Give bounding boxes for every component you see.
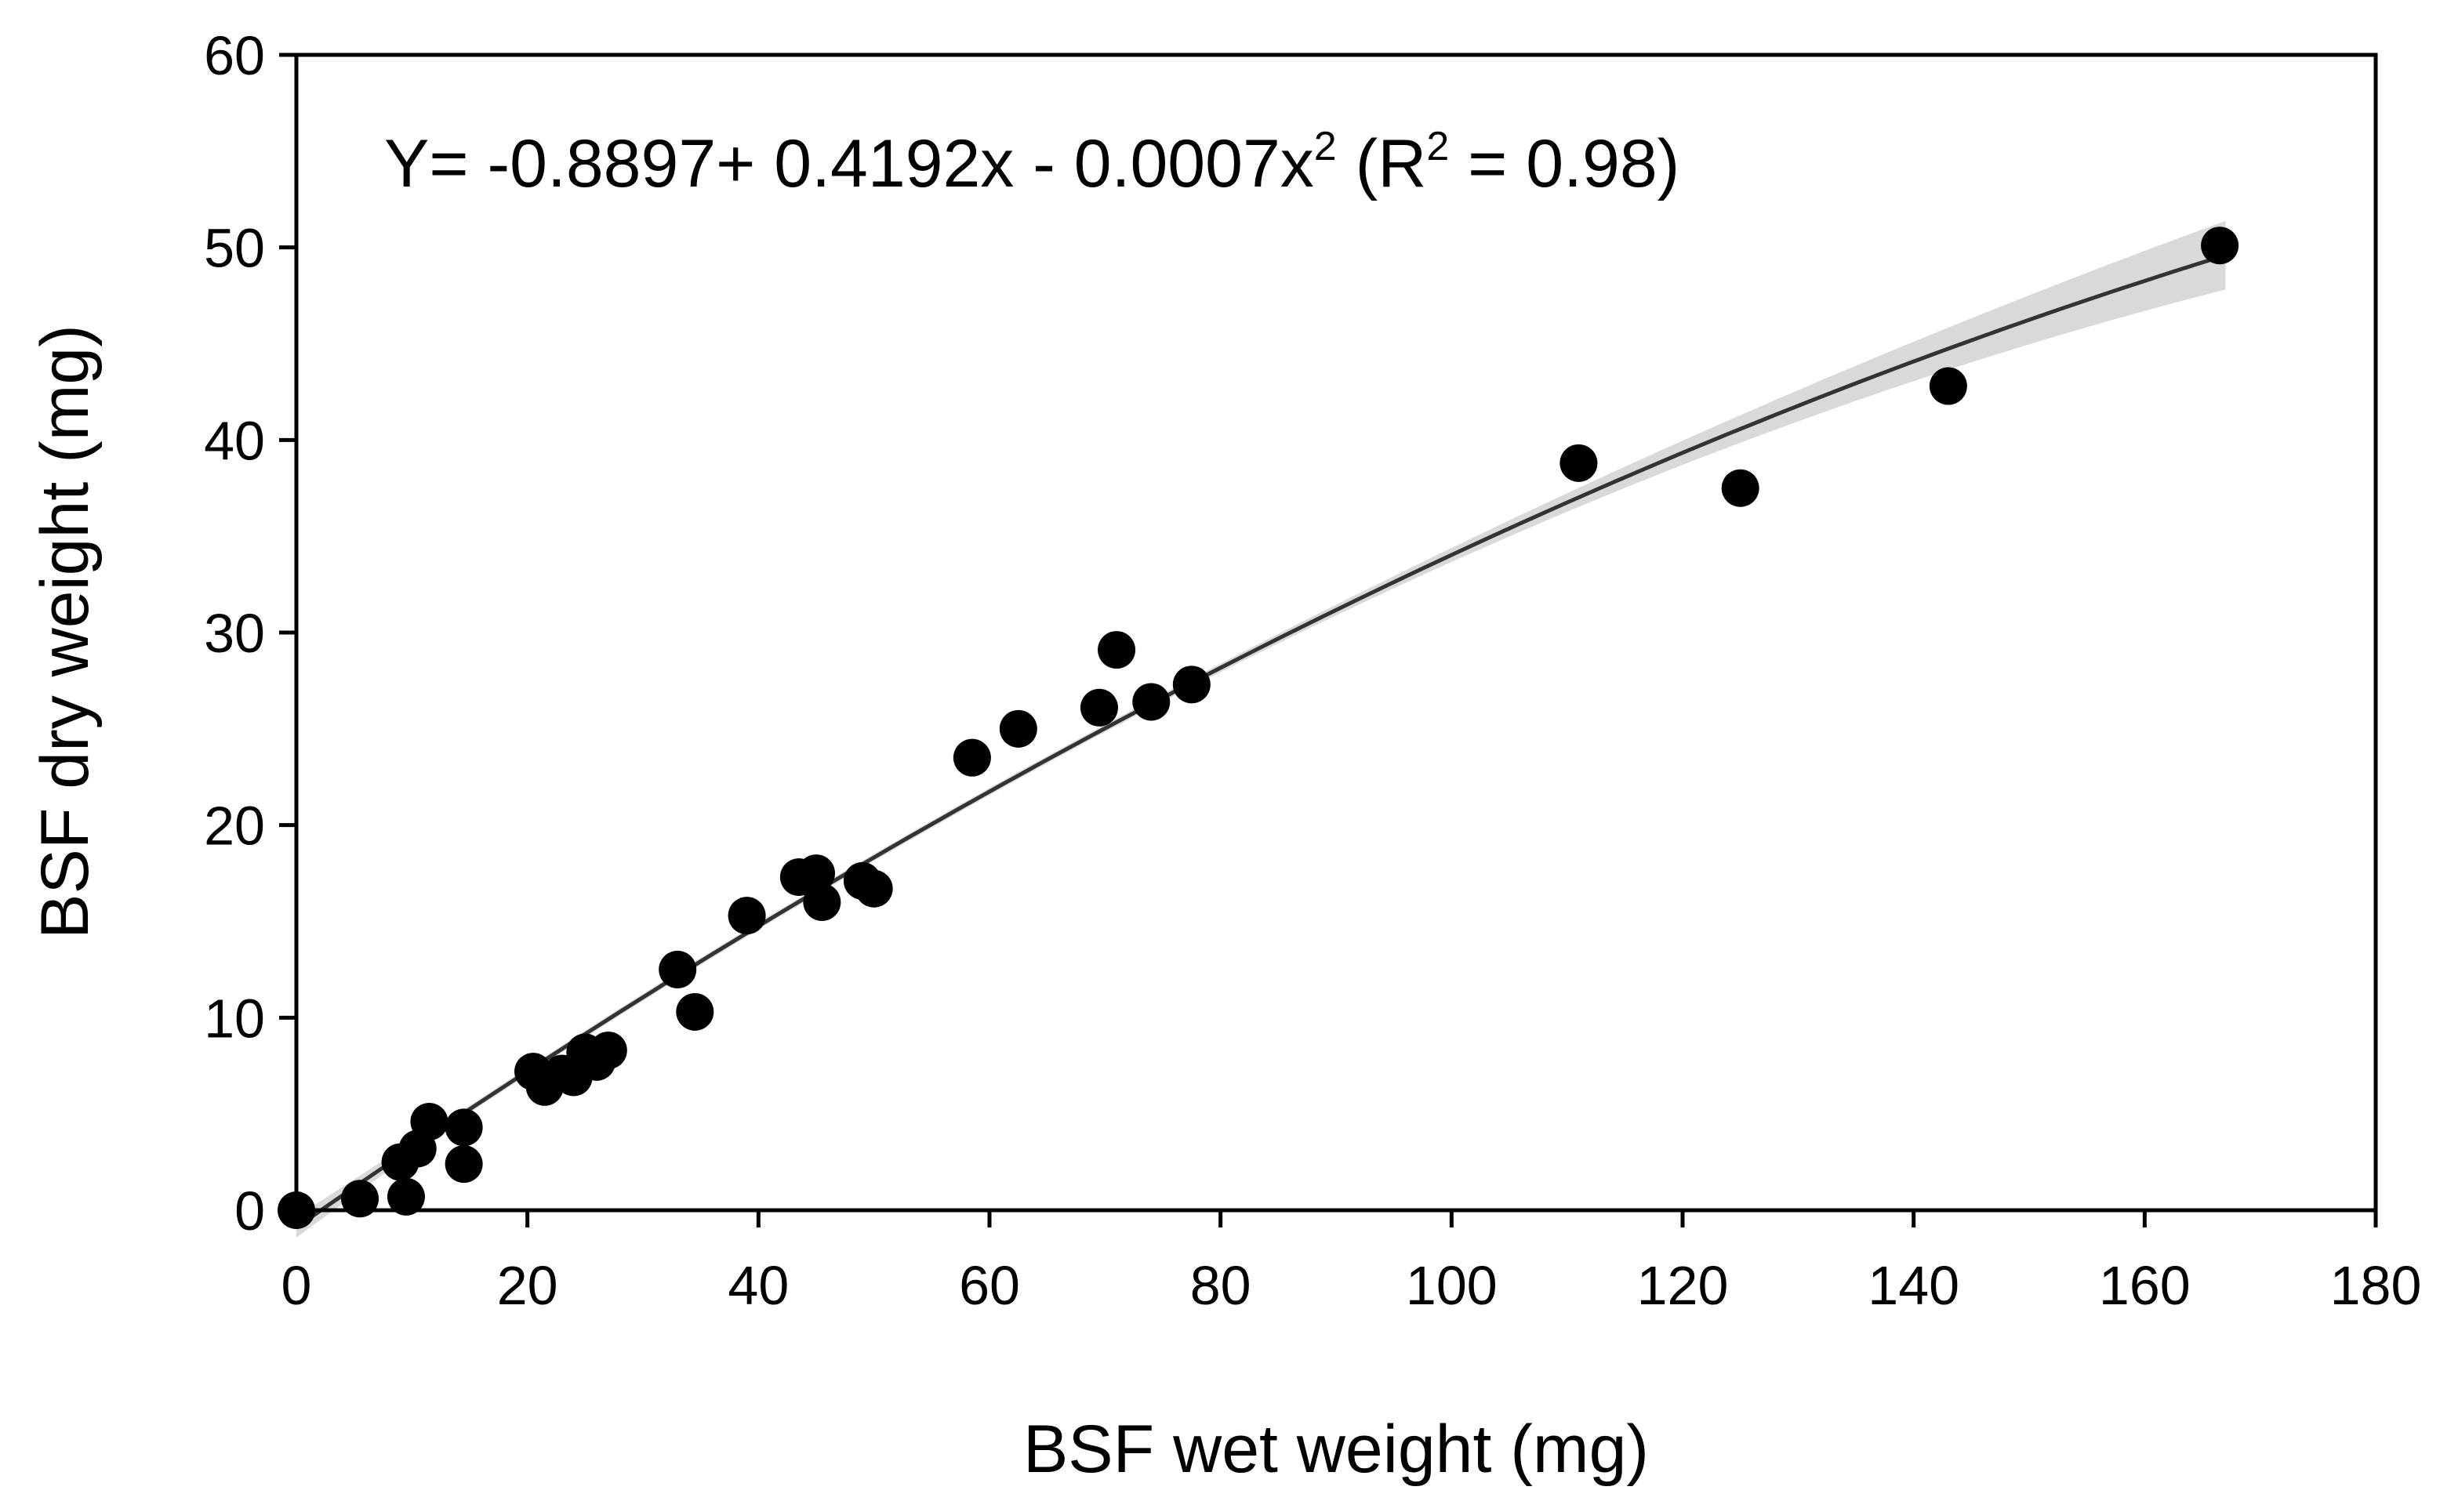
y-axis: 0 10 20 30 40 50 60 <box>204 25 296 1242</box>
x-tick-label: 20 <box>497 1255 558 1316</box>
y-tick-label: 20 <box>204 796 265 857</box>
data-point <box>2201 227 2239 265</box>
data-point <box>445 1108 483 1147</box>
equation-r-value: = 0.98) <box>1449 126 1679 201</box>
data-point <box>410 1102 448 1140</box>
data-point <box>1929 367 1967 405</box>
y-tick-label: 40 <box>204 410 265 471</box>
confidence-band <box>296 220 2226 1238</box>
x-tick-label: 180 <box>2330 1255 2422 1316</box>
x-tick-label: 160 <box>2099 1255 2191 1316</box>
y-tick-label: 30 <box>204 603 265 664</box>
y-tick-label: 50 <box>204 218 265 279</box>
data-point <box>1132 683 1171 721</box>
data-point <box>803 883 841 921</box>
data-point <box>1098 631 1136 669</box>
data-point <box>659 950 697 988</box>
x-axis: 0 20 40 60 80 100 120 140 160 180 <box>281 1210 2422 1316</box>
x-tick-label: 80 <box>1190 1255 1251 1316</box>
data-point <box>341 1180 379 1218</box>
x-axis-title: BSF wet weight (mg) <box>1023 1412 1649 1487</box>
y-tick-label: 0 <box>234 1180 265 1242</box>
x-tick-label: 60 <box>959 1255 1020 1316</box>
equation-exponent: 2 <box>1314 124 1337 169</box>
x-tick-label: 0 <box>281 1255 312 1316</box>
equation-r-label: (R <box>1337 126 1427 201</box>
data-points-layer <box>278 227 2239 1229</box>
x-tick-label: 120 <box>1637 1255 1729 1316</box>
data-point <box>1559 444 1598 482</box>
fit-line <box>295 253 2227 1229</box>
x-tick-label: 40 <box>728 1255 789 1316</box>
x-tick-label: 100 <box>1406 1255 1498 1316</box>
equation-r-exponent: 2 <box>1426 124 1449 169</box>
y-tick-label: 10 <box>204 988 265 1049</box>
data-point <box>999 709 1037 748</box>
data-point <box>589 1032 627 1070</box>
data-point <box>1080 688 1118 727</box>
regression-equation: Y= -0.8897+ 0.4192x - 0.0007x2 (R2 = 0.9… <box>384 124 1679 201</box>
data-point <box>797 854 835 893</box>
data-point <box>445 1145 483 1184</box>
data-point <box>728 897 766 935</box>
data-point <box>1172 665 1211 704</box>
y-tick-label: 60 <box>204 25 265 86</box>
x-tick-label: 140 <box>1868 1255 1959 1316</box>
data-point <box>387 1177 425 1216</box>
data-point <box>953 738 991 777</box>
fit-line-layer <box>295 253 2227 1229</box>
equation-main: Y= -0.8897+ 0.4192x - 0.0007x <box>384 126 1314 201</box>
data-point <box>676 992 714 1031</box>
data-point <box>855 869 893 908</box>
y-axis-title: BSF dry weight (mg) <box>27 325 103 939</box>
confidence-band-layer <box>296 220 2226 1238</box>
data-point <box>1721 469 1759 507</box>
